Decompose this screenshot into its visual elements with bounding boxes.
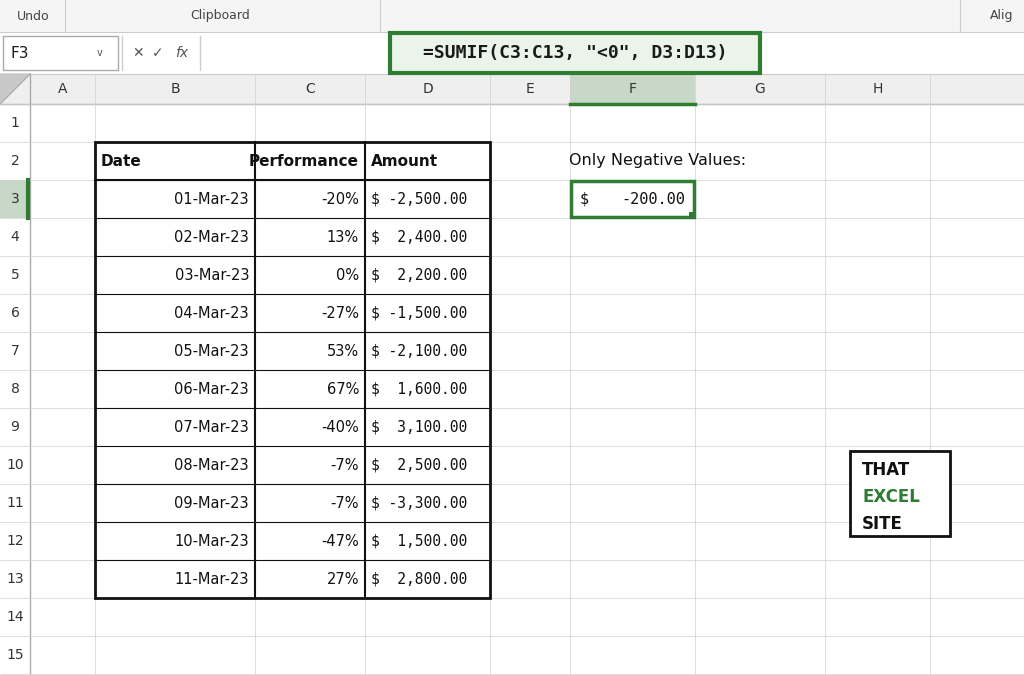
- Text: -20%: -20%: [322, 192, 359, 207]
- Text: 7: 7: [10, 344, 19, 358]
- Text: 10-Mar-23: 10-Mar-23: [174, 533, 249, 549]
- Text: 10: 10: [6, 458, 24, 472]
- Bar: [0, 74, 1024, 104]
- Text: Undo: Undo: [16, 9, 49, 22]
- Text: Clipboard: Clipboard: [190, 9, 250, 22]
- Text: ✓: ✓: [153, 46, 164, 60]
- Text: C: C: [305, 82, 314, 96]
- Bar: [0, 74, 1024, 675]
- Text: 8: 8: [10, 382, 19, 396]
- Text: 06-Mar-23: 06-Mar-23: [174, 381, 249, 396]
- Text: -47%: -47%: [322, 533, 359, 549]
- Text: THAT: THAT: [862, 462, 910, 479]
- Text: 53%: 53%: [327, 344, 359, 358]
- Text: H: H: [872, 82, 883, 96]
- Bar: [850, 451, 950, 536]
- Text: Performance: Performance: [249, 153, 359, 169]
- Text: $ -2,100.00: $ -2,100.00: [371, 344, 467, 358]
- Bar: [3, 36, 118, 70]
- Text: fx: fx: [175, 46, 188, 60]
- Polygon shape: [0, 74, 30, 104]
- Bar: [689, 212, 694, 217]
- Text: $  2,800.00: $ 2,800.00: [371, 572, 467, 587]
- Text: Alig: Alig: [990, 9, 1014, 22]
- Text: $  1,500.00: $ 1,500.00: [371, 533, 467, 549]
- Text: SITE: SITE: [862, 515, 903, 533]
- Text: 03-Mar-23: 03-Mar-23: [174, 267, 249, 283]
- Text: $ -2,500.00: $ -2,500.00: [371, 192, 467, 207]
- Text: $  2,400.00: $ 2,400.00: [371, 230, 467, 244]
- Text: -7%: -7%: [331, 495, 359, 510]
- Text: 9: 9: [10, 420, 19, 434]
- Text: -7%: -7%: [331, 458, 359, 472]
- Text: 1: 1: [10, 116, 19, 130]
- Text: 02-Mar-23: 02-Mar-23: [174, 230, 249, 244]
- Text: $: $: [580, 192, 589, 207]
- Text: 5: 5: [10, 268, 19, 282]
- Text: 01-Mar-23: 01-Mar-23: [174, 192, 249, 207]
- Text: 0%: 0%: [336, 267, 359, 283]
- Text: -200.00: -200.00: [622, 192, 685, 207]
- Text: v: v: [97, 48, 102, 58]
- Text: -27%: -27%: [322, 306, 359, 321]
- Text: 12: 12: [6, 534, 24, 548]
- Text: 3: 3: [10, 192, 19, 206]
- Text: EXCEL: EXCEL: [862, 488, 920, 506]
- Text: $  2,500.00: $ 2,500.00: [371, 458, 467, 472]
- Text: 13%: 13%: [327, 230, 359, 244]
- Text: 13: 13: [6, 572, 24, 586]
- Text: 07-Mar-23: 07-Mar-23: [174, 419, 249, 435]
- Text: ✕: ✕: [132, 46, 143, 60]
- Text: E: E: [525, 82, 535, 96]
- Text: $  3,100.00: $ 3,100.00: [371, 419, 467, 435]
- Text: 27%: 27%: [327, 572, 359, 587]
- Text: 2: 2: [10, 154, 19, 168]
- Text: =SUMIF(C3:C13, "<0", D3:D13): =SUMIF(C3:C13, "<0", D3:D13): [423, 44, 727, 62]
- Text: $ -1,500.00: $ -1,500.00: [371, 306, 467, 321]
- Text: F: F: [629, 82, 637, 96]
- Text: 6: 6: [10, 306, 19, 320]
- Text: D: D: [422, 82, 433, 96]
- Bar: [390, 33, 760, 73]
- Bar: [570, 74, 695, 104]
- Bar: [571, 181, 694, 217]
- Text: G: G: [755, 82, 765, 96]
- Text: 08-Mar-23: 08-Mar-23: [174, 458, 249, 472]
- Text: 11-Mar-23: 11-Mar-23: [174, 572, 249, 587]
- Text: A: A: [57, 82, 68, 96]
- Text: Only Negative Values:: Only Negative Values:: [569, 153, 746, 169]
- Text: 67%: 67%: [327, 381, 359, 396]
- Text: F3: F3: [10, 45, 29, 61]
- Bar: [0, 32, 1024, 74]
- Text: -40%: -40%: [322, 419, 359, 435]
- Text: $  2,200.00: $ 2,200.00: [371, 267, 467, 283]
- Text: 11: 11: [6, 496, 24, 510]
- Text: 4: 4: [10, 230, 19, 244]
- Text: B: B: [170, 82, 180, 96]
- Text: 04-Mar-23: 04-Mar-23: [174, 306, 249, 321]
- Text: 14: 14: [6, 610, 24, 624]
- Text: 05-Mar-23: 05-Mar-23: [174, 344, 249, 358]
- Text: $  1,600.00: $ 1,600.00: [371, 381, 467, 396]
- Bar: [95, 142, 490, 598]
- Text: Date: Date: [101, 153, 141, 169]
- Text: 09-Mar-23: 09-Mar-23: [174, 495, 249, 510]
- Text: Amount: Amount: [371, 153, 438, 169]
- Text: $ -3,300.00: $ -3,300.00: [371, 495, 467, 510]
- Bar: [0, 180, 30, 218]
- Bar: [0, 0, 1024, 32]
- Text: 15: 15: [6, 648, 24, 662]
